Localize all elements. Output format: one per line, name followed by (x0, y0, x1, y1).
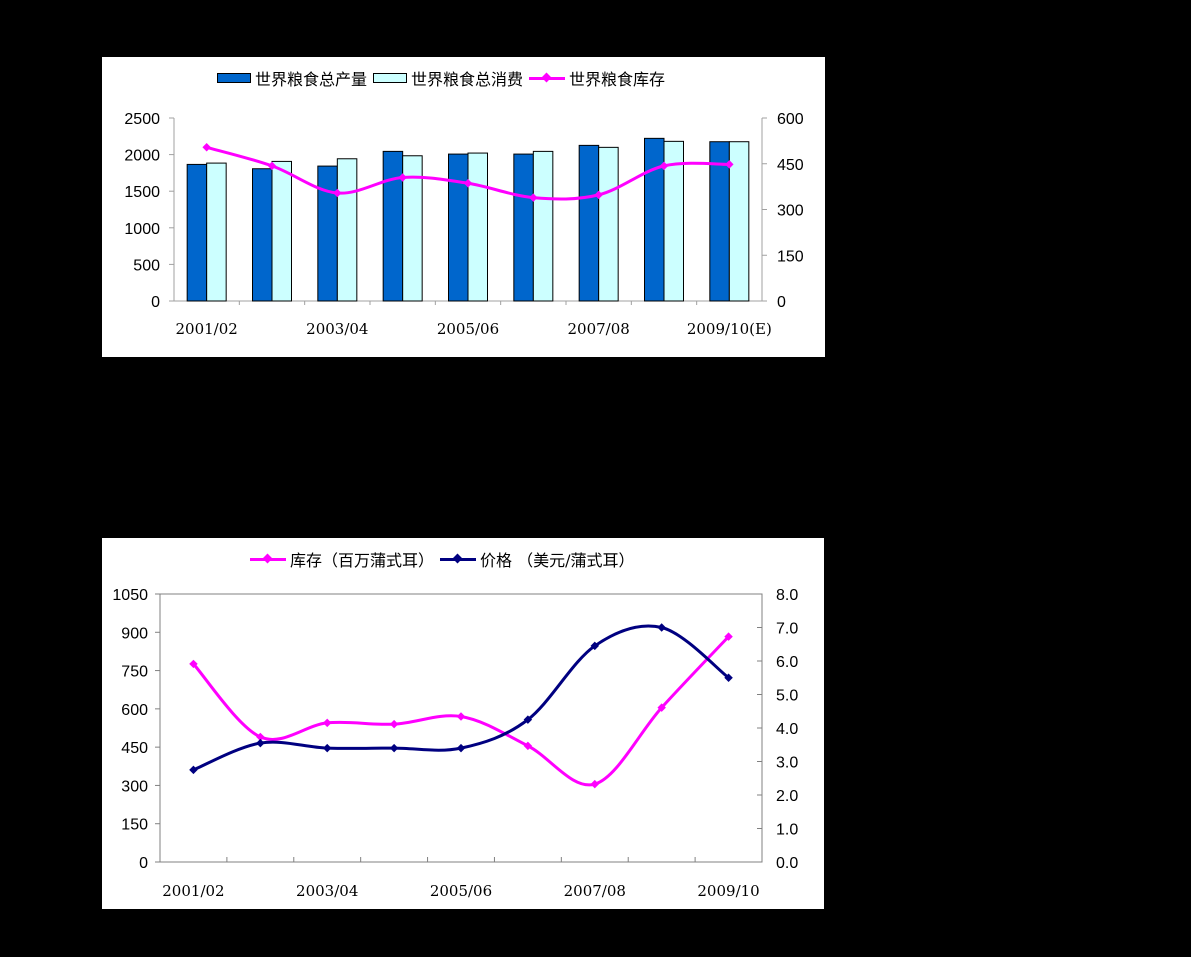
x-category-label: 2001/02 (162, 882, 224, 900)
plot-frame (159, 593, 763, 863)
bar-consumption (598, 146, 619, 302)
stock-point-marker (333, 188, 342, 198)
chart-grain-supply-demand: 世界粮食总产量 世界粮食总消费 世界粮食库存 0 500 1000 1500 2000 2… (102, 57, 825, 357)
bar-production (644, 137, 665, 302)
y2-tick-label: 450 (777, 157, 804, 174)
x-category-label: 2005/06 (430, 882, 492, 900)
x-category-label: 2009/10 (697, 882, 759, 900)
y-tick-label: 2500 (124, 111, 160, 128)
legend-label-production: 世界粮食总产量 (255, 70, 368, 89)
y2-tick-label: 4.0 (776, 721, 798, 738)
y2-tick-label: 0.0 (776, 855, 798, 872)
price-point-marker (456, 743, 466, 753)
consumption-swatch-icon (373, 73, 408, 83)
bar-production (513, 153, 534, 302)
legend-item-production: 世界粮食总产量 (217, 66, 367, 90)
y-tick-label: 500 (133, 257, 160, 274)
bar-production (578, 144, 600, 302)
bar-consumption (467, 152, 488, 302)
legend-item-stock: 库存（百万蒲式耳） (250, 547, 434, 571)
bar-consumption (271, 160, 292, 302)
stock-point-marker (523, 741, 533, 751)
production-swatch-icon (217, 73, 251, 83)
y-tick-label: 900 (121, 625, 148, 642)
stock-point-marker (529, 193, 538, 202)
legend-label-stock: 库存（百万蒲式耳） (290, 551, 435, 570)
y-tick-label: 450 (121, 740, 148, 757)
stock-point-marker (590, 779, 600, 789)
y-tick-label: 300 (121, 778, 148, 795)
y2-tick-label: 2.0 (776, 788, 798, 805)
x-category-label: 2007/08 (568, 320, 630, 338)
x-category-label: 2005/06 (437, 320, 499, 338)
legend-label-stock: 世界粮食库存 (569, 70, 666, 89)
y2-tick-label: 150 (777, 248, 804, 265)
y-tick-label: 1050 (112, 587, 148, 604)
y-tick-label: 2000 (124, 148, 160, 165)
x-category-label: 2003/04 (306, 320, 368, 338)
stock-point-marker (463, 179, 473, 188)
chart1-legend: 世界粮食总产量 世界粮食总消费 世界粮食库存 (217, 66, 671, 90)
y-tick-label: 0 (151, 294, 160, 311)
price-line-marker-icon (440, 557, 477, 561)
stock-line (192, 635, 730, 787)
bar-production (252, 168, 273, 302)
bar-consumption (663, 140, 684, 302)
stock-line-marker-icon (250, 557, 286, 561)
legend-item-consumption: 世界粮食总消费 (373, 66, 523, 90)
stock-line-marker-icon (529, 76, 566, 80)
legend-label-price: 价格 （美元/蒲式耳） (480, 551, 635, 570)
y2-tick-label: 600 (777, 111, 804, 128)
bar-production (382, 150, 404, 302)
stock-point-marker (322, 718, 332, 728)
y-tick-label: 600 (121, 702, 148, 719)
y2-tick-label: 8.0 (776, 587, 798, 604)
legend-item-stock: 世界粮食库存 (529, 66, 665, 90)
price-point-marker (389, 743, 399, 753)
x-category-label: 2003/04 (296, 882, 358, 900)
price-point-marker (657, 623, 666, 632)
price-point-marker (256, 738, 265, 748)
stock-point-marker (202, 143, 211, 152)
y2-tick-label: 3.0 (776, 755, 798, 772)
stock-point-marker (456, 712, 466, 721)
bar-consumption (532, 150, 554, 302)
x-category-label: 2007/08 (564, 882, 626, 900)
price-point-marker (322, 743, 332, 753)
stock-point-marker (398, 173, 407, 182)
y-tick-label: 1500 (124, 184, 160, 201)
bar-production (448, 153, 469, 302)
y-tick-label: 0 (139, 855, 148, 872)
stock-point-marker (267, 161, 277, 171)
legend-item-price: 价格 （美元/蒲式耳） (440, 547, 635, 571)
chart1-plot: 0 500 1000 1500 2000 2500 0 150 300 450 600 2001/02… (124, 111, 804, 338)
stock-point-marker (389, 719, 399, 729)
x-category-label: 2001/02 (176, 320, 238, 338)
bar-consumption (728, 141, 750, 302)
legend-label-consumption: 世界粮食总消费 (411, 70, 524, 89)
x-category-label: 2009/10(E) (687, 320, 772, 338)
chart2-legend: 库存（百万蒲式耳） 价格 （美元/蒲式耳） (250, 547, 641, 571)
y2-tick-label: 1.0 (776, 822, 798, 839)
stock-point-marker (256, 732, 265, 742)
y-tick-label: 750 (121, 664, 148, 681)
price-point-marker (189, 765, 198, 775)
price-line (192, 624, 730, 772)
y2-tick-label: 0 (777, 294, 786, 311)
chart2-plot: 0 150 300 450 600 750 900 1050 0.0 1.0 2.0 3.0 4.0 5.… (112, 587, 798, 900)
y-tick-label: 150 (121, 817, 148, 834)
price-point-marker (523, 715, 533, 724)
y2-tick-label: 6.0 (776, 654, 798, 671)
bar-production (186, 163, 208, 302)
stock-point-marker (594, 190, 603, 200)
y2-tick-label: 5.0 (776, 688, 798, 705)
y-tick-label: 1000 (124, 221, 160, 238)
bar-production (317, 165, 338, 302)
y2-tick-label: 300 (777, 203, 804, 220)
bar-consumption (402, 155, 423, 302)
bar-consumption (206, 162, 227, 302)
y2-tick-label: 7.0 (776, 621, 798, 638)
bar-consumption (336, 158, 358, 302)
chart-stock-price: 库存（百万蒲式耳） 价格 （美元/蒲式耳） 0 150 300 450 600 750 90… (102, 538, 824, 909)
